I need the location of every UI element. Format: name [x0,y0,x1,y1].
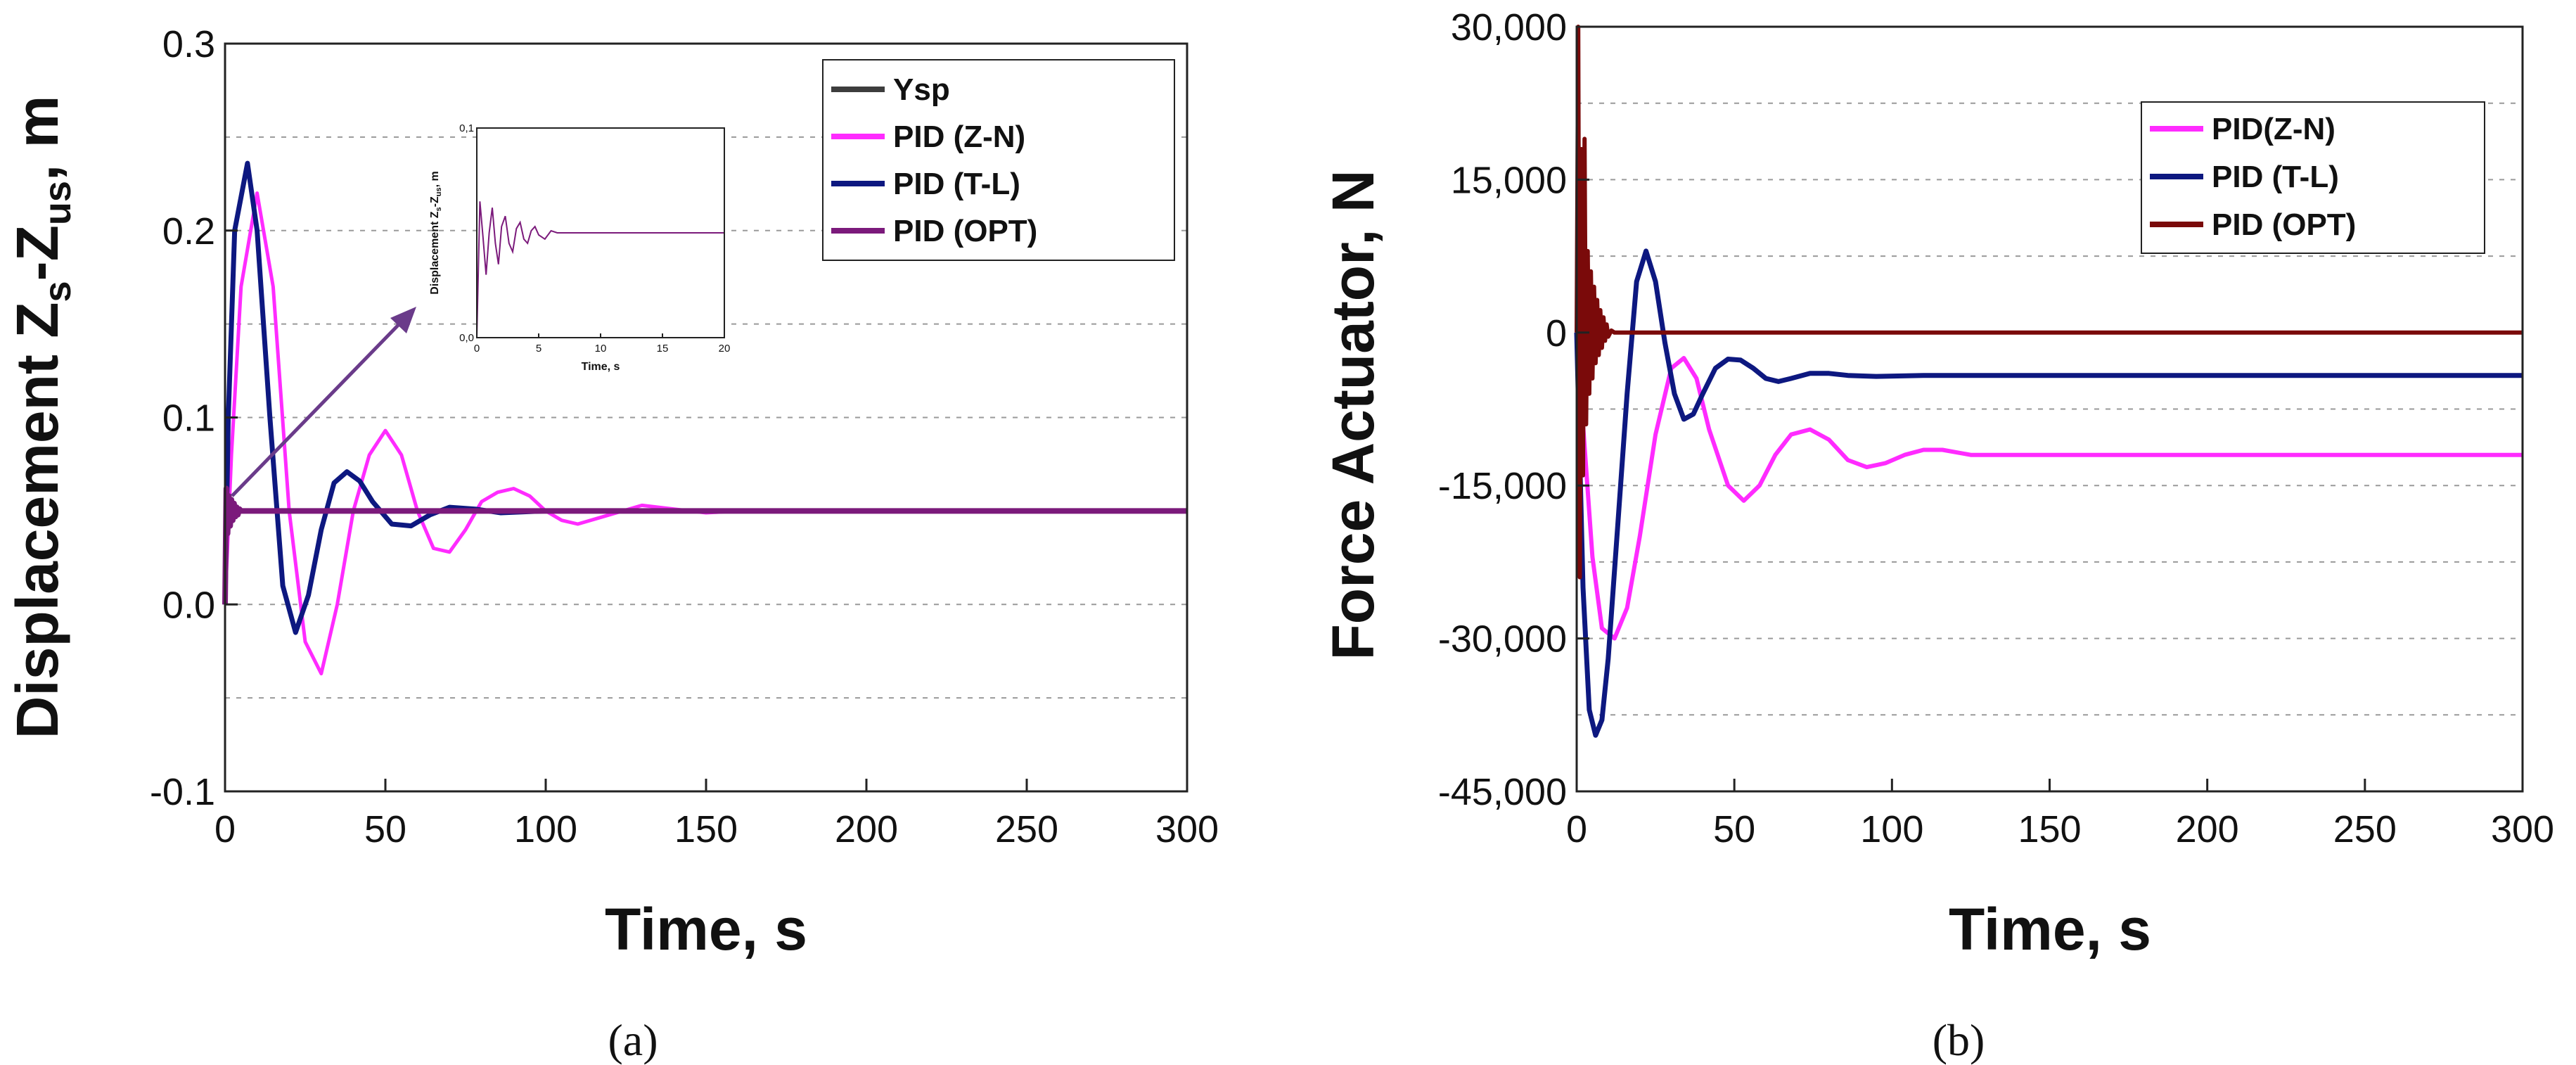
pa-y-tick-label: 0.2 [162,210,215,253]
panel-b-chart: 0 50 100 150 200 250 300 -45,000 -30,000 -15,000… [1320,6,2554,1065]
panel-a-x-axis-label: Time, s [605,896,807,962]
pb-y-tick-label: -30,000 [1438,618,1567,661]
pa-x-tick-label: 50 [364,808,406,850]
pb-series-pid-z-n- [1575,332,2523,641]
pb-x-tick-label: 50 [1713,808,1755,850]
panel-a-series-group [222,160,1187,676]
pa-legend-label: PID (OPT) [893,214,1037,248]
pb-y-tick-label: 30,000 [1451,6,1567,49]
pa-x-tick-label: 200 [835,808,898,850]
pb-series-pid-opt- [1575,25,2523,580]
panel-b-caption: (b) [1933,1015,1985,1065]
panel-a-inset: 0 5 10 15 20 0,0 0,1 Time, s Displacement Zs-… [429,122,730,373]
pa-x-tick-label: 250 [995,808,1058,850]
pb-x-tick-label: 150 [2018,808,2081,850]
pb-y-tick-label: -45,000 [1438,771,1567,813]
panel-a-y-axis-label: Displacement Zs-Zus, m [4,96,79,739]
pa-legend-label: Ysp [893,72,950,107]
inset-x-tick-label: 10 [595,343,607,355]
inset-series-pid-opt [476,201,724,338]
inset-arrow [231,307,416,497]
inset-x-axis-label: Time, s [582,361,620,373]
pb-x-tick-label: 100 [1860,808,1923,850]
pa-y-tick-label: -0.1 [150,771,215,813]
pa-y-tick-label: 0.1 [162,397,215,440]
panel-a-legend-items: Ysp PID (Z-N) PID (T-L) PID (OPT) [831,72,1037,248]
inset-x-tick-label: 15 [657,343,669,355]
pb-y-tick-label: 0 [1546,312,1567,355]
panel-a-legend: Ysp PID (Z-N) PID (T-L) PID (OPT) [822,59,1175,261]
panel-b-legend-items: PID(Z-N) PID (T-L) PID (OPT) [2150,112,2356,242]
pb-legend-label: PID(Z-N) [2212,112,2335,146]
inset-y-tick-label: 0,0 [459,332,474,344]
inset-x-ticks: 0 5 10 15 20 [474,333,731,355]
pb-x-tick-label: 250 [2333,808,2397,850]
pa-x-tick-label: 300 [1155,808,1219,850]
pa-legend-label: PID (Z-N) [893,120,1025,154]
panel-a-x-ticks: 0 50 100 150 200 250 300 [214,779,1219,850]
panel-a-legend-box [822,59,1175,261]
pa-x-tick-label: 0 [214,808,236,850]
panel-b-legend: PID(Z-N) PID (T-L) PID (OPT) [2141,101,2485,254]
pa-x-tick-label: 100 [514,808,577,850]
pb-x-tick-label: 200 [2176,808,2239,850]
inset-x-tick-label: 5 [536,343,542,355]
pa-legend-label: PID (T-L) [893,167,1020,201]
panel-b-y-ticks: -45,000 -30,000 -15,000 0 15,000 30,000 [1438,6,1589,813]
panel-b-series-group [1574,25,2523,738]
pa-x-tick-label: 150 [674,808,738,850]
pa-series-pid-opt- [222,485,1187,605]
pb-x-tick-label: 0 [1566,808,1587,850]
panel-b-y-axis-label: Force Actuator, N [1320,170,1386,660]
inset-series-group [476,201,724,338]
pb-y-tick-label: 15,000 [1451,159,1567,201]
inset-y-axis-label: Displacement Zs-Zus, m [429,171,443,294]
pb-y-tick-label: -15,000 [1438,465,1567,507]
pb-series-pid-t-l- [1574,248,2523,738]
panel-a-caption: (a) [608,1015,658,1065]
pa-y-tick-label: 0.0 [162,584,215,626]
inset-x-tick-label: 0 [474,343,480,355]
inset-x-tick-label: 20 [719,343,731,355]
panel-a-y-ticks: -0.1 0.0 0.1 0.2 0.3 [150,23,238,813]
inset-y-ticks: 0,0 0,1 [459,122,481,344]
panel-b-x-ticks: 0 50 100 150 200 250 300 [1566,779,2554,850]
pb-x-tick-label: 300 [2491,808,2554,850]
pa-y-tick-label: 0.3 [162,23,215,65]
pb-legend-label: PID (T-L) [2212,160,2339,194]
inset-y-tick-label: 0,1 [459,122,474,134]
panel-a-chart: 0 50 100 150 200 250 300 -0.10.00.10.20.3 Time… [4,23,1219,1065]
panel-b-x-axis-label: Time, s [1949,896,2151,962]
pb-legend-label: PID (OPT) [2212,208,2356,242]
